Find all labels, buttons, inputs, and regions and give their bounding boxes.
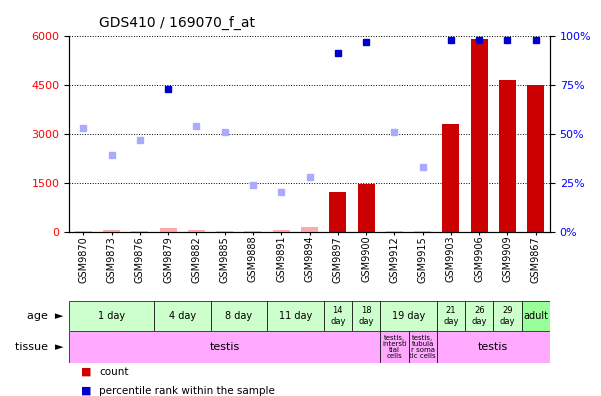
Text: 26
day: 26 day [471, 306, 487, 326]
Text: 11 day: 11 day [279, 311, 312, 321]
Bar [437, 331, 550, 363]
Bar [380, 331, 409, 363]
Bar [154, 301, 210, 331]
Bar [493, 301, 522, 331]
Bar [188, 230, 205, 232]
Text: 19 day: 19 day [392, 311, 425, 321]
Bar [471, 39, 487, 232]
Bar [75, 231, 92, 232]
Text: 8 day: 8 day [225, 311, 252, 321]
Bar [527, 85, 545, 232]
Bar [267, 301, 324, 331]
Text: count: count [99, 367, 129, 377]
Bar [301, 227, 318, 232]
Bar [103, 230, 120, 232]
Bar [329, 192, 346, 232]
Text: testis,
tubula
r soma
tic cells: testis, tubula r soma tic cells [409, 335, 436, 359]
Text: testis,
intersti
tial
cells: testis, intersti tial cells [382, 335, 407, 359]
Bar [273, 230, 290, 232]
Bar [442, 124, 459, 232]
Bar [216, 230, 233, 232]
Bar [522, 301, 550, 331]
Text: tissue  ►: tissue ► [14, 342, 63, 352]
Text: 18
day: 18 day [358, 306, 374, 326]
Bar [69, 331, 380, 363]
Text: adult: adult [523, 311, 548, 321]
Text: ■: ■ [81, 386, 91, 396]
Bar [380, 301, 437, 331]
Bar [210, 301, 267, 331]
Text: 14
day: 14 day [330, 306, 346, 326]
Bar [437, 301, 465, 331]
Bar [352, 301, 380, 331]
Bar [69, 301, 154, 331]
Text: 21
day: 21 day [443, 306, 459, 326]
Bar [160, 228, 177, 232]
Text: 29
day: 29 day [500, 306, 515, 326]
Text: 1 day: 1 day [98, 311, 125, 321]
Bar [386, 230, 403, 232]
Text: percentile rank within the sample: percentile rank within the sample [99, 386, 275, 396]
Bar [409, 331, 437, 363]
Bar [358, 184, 374, 232]
Bar [245, 231, 261, 232]
Text: age  ►: age ► [26, 311, 63, 321]
Text: testis: testis [478, 342, 508, 352]
Text: 4 day: 4 day [169, 311, 196, 321]
Bar [465, 301, 493, 331]
Text: GDS410 / 169070_f_at: GDS410 / 169070_f_at [99, 16, 255, 30]
Bar [499, 80, 516, 232]
Text: testis: testis [210, 342, 240, 352]
Bar [132, 231, 148, 232]
Text: ■: ■ [81, 367, 91, 377]
Bar [414, 230, 431, 232]
Bar [324, 301, 352, 331]
